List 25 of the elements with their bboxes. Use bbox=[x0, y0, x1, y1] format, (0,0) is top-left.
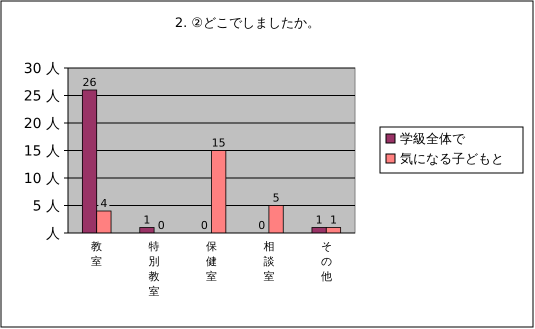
y-tick-label: 人 bbox=[46, 226, 60, 242]
legend-label: 学級全体で bbox=[400, 132, 466, 147]
y-tick-label: 20 人 bbox=[24, 116, 60, 132]
x-tick-label: 相談室 bbox=[263, 240, 274, 283]
data-label: 0 bbox=[258, 219, 266, 232]
x-tick-label: その他 bbox=[320, 240, 332, 283]
data-label: 1 bbox=[330, 214, 337, 226]
y-tick-label: 15 人 bbox=[24, 144, 60, 160]
x-tick-label: 特別教室 bbox=[148, 240, 160, 298]
y-tick-label: 10 人 bbox=[24, 171, 60, 187]
chart-title: 2. ②どこでしましたか。 bbox=[174, 16, 320, 31]
data-label: 0 bbox=[158, 219, 165, 232]
y-tick-label: 25 人 bbox=[24, 88, 60, 104]
data-label: 5 bbox=[272, 192, 280, 204]
x-tick-label: 教室 bbox=[91, 240, 102, 268]
data-label: 1 bbox=[316, 214, 323, 226]
data-label: 4 bbox=[100, 197, 108, 210]
y-tick-label: 30 人 bbox=[24, 61, 60, 77]
x-tick-label: 保健室 bbox=[206, 240, 217, 283]
data-label: 0 bbox=[200, 219, 208, 232]
data-label: 26 bbox=[82, 76, 97, 89]
data-label: 1 bbox=[143, 214, 150, 226]
y-tick-label: 5 人 bbox=[32, 198, 60, 214]
data-label: 15 bbox=[212, 136, 226, 150]
legend-label: 気になる子どもと bbox=[400, 152, 504, 167]
